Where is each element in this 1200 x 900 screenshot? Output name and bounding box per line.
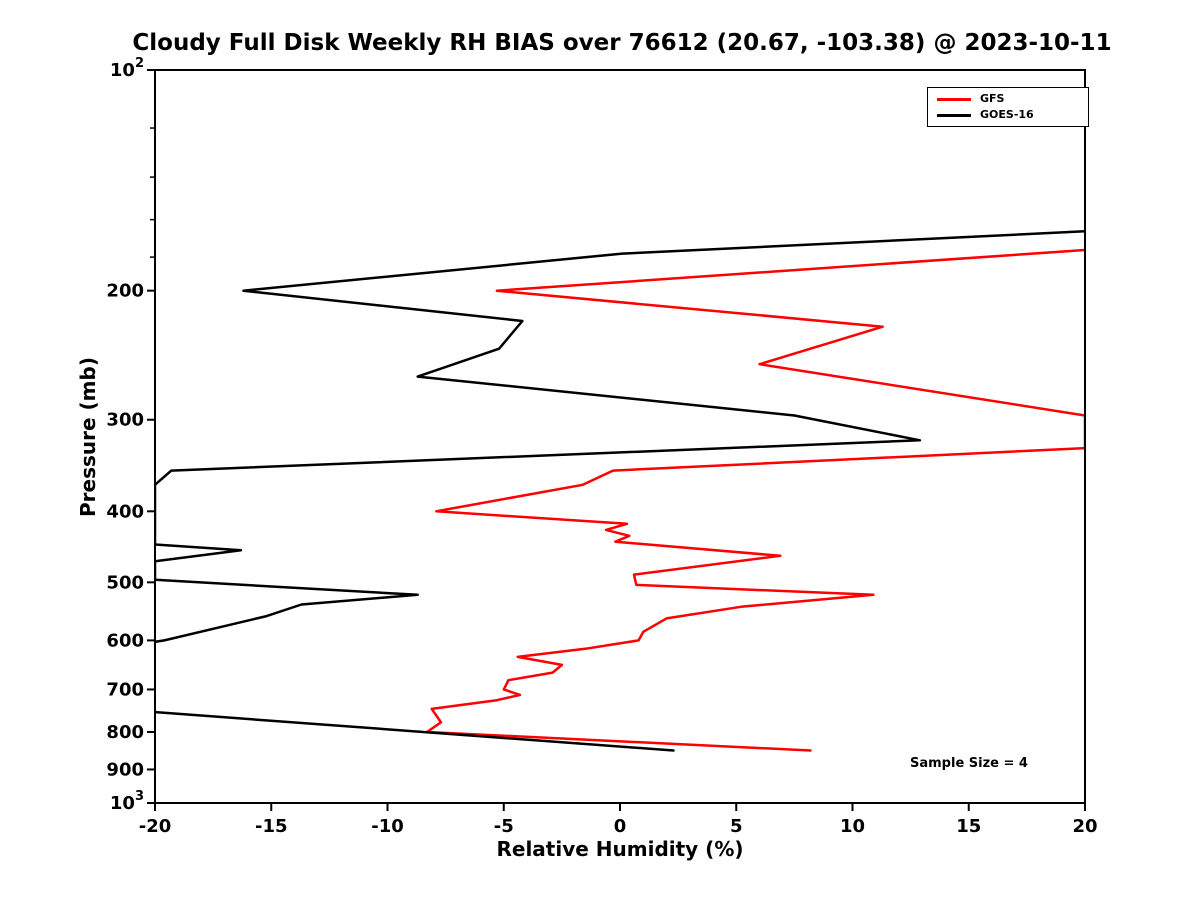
x-tick-label: -5 <box>494 816 514 837</box>
x-tick-label: 5 <box>730 816 743 837</box>
legend: GFS GOES-16 <box>927 87 1089 128</box>
y-tick-label: 800 <box>106 722 144 743</box>
y-tick-label: 300 <box>106 410 144 431</box>
y-tick-label: 102 <box>110 56 144 81</box>
y-tick-label: 400 <box>106 501 144 522</box>
goes16-line <box>155 230 1085 752</box>
legend-label-gfs: GFS <box>980 92 1005 105</box>
goes16-line-swatch <box>937 113 971 117</box>
plot-border <box>154 69 1086 804</box>
chart-title: Cloudy Full Disk Weekly RH BIAS over 766… <box>132 30 1112 56</box>
legend-label-goes16: GOES-16 <box>980 108 1034 122</box>
x-tick-label: 20 <box>1072 816 1097 837</box>
y-axis-label: Pressure (mb) <box>76 357 100 517</box>
sample-size-annotation: Sample Size = 4 <box>910 756 1028 771</box>
x-tick-label: 0 <box>614 816 627 837</box>
y-tick-label: 600 <box>106 630 144 651</box>
y-tick-label: 700 <box>106 679 144 700</box>
legend-item-gfs: GFS <box>937 92 1079 105</box>
x-tick-label: -15 <box>255 816 288 837</box>
x-tick-label: -20 <box>139 816 172 837</box>
y-tick-label: 900 <box>106 759 144 780</box>
gfs-line-swatch <box>937 97 971 101</box>
x-axis-label: Relative Humidity (%) <box>496 837 744 861</box>
legend-item-goes16: GOES-16 <box>937 108 1079 122</box>
y-tick-label: 200 <box>106 281 144 302</box>
x-tick-label: 15 <box>956 816 981 837</box>
y-tick-label: 500 <box>106 572 144 593</box>
x-tick-label: 10 <box>840 816 865 837</box>
gfs-line <box>425 248 1085 752</box>
y-tick-label: 103 <box>110 789 144 814</box>
x-tick-label: -10 <box>371 816 404 837</box>
